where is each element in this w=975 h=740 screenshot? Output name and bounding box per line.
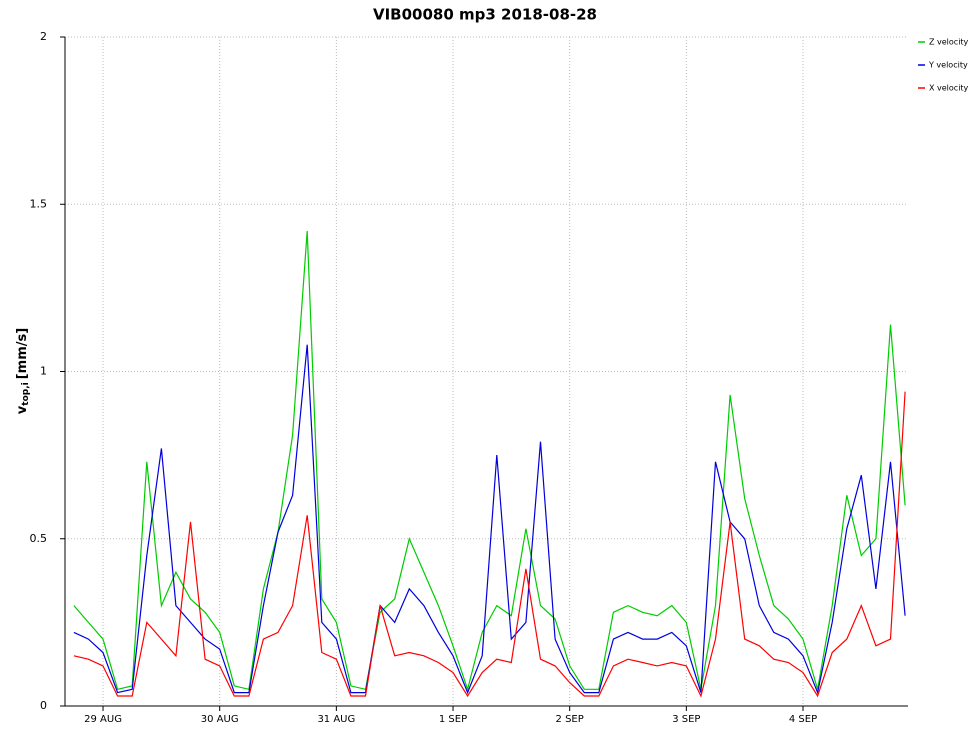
legend-label: Z velocity bbox=[929, 38, 969, 47]
y-tick-label: 2 bbox=[40, 30, 47, 43]
x-tick-label: 3 SEP bbox=[672, 714, 700, 725]
x-tick-label: 30 AUG bbox=[201, 714, 239, 725]
y-label-sub: top,i bbox=[21, 382, 31, 405]
y-tick-label: 1 bbox=[40, 365, 47, 378]
y-label-unit: [mm/s] bbox=[15, 328, 30, 379]
x-tick-label: 4 SEP bbox=[789, 714, 817, 725]
y-tick-label: 1.5 bbox=[30, 197, 48, 210]
x-tick-label: 2 SEP bbox=[556, 714, 584, 725]
y-tick-label: 0.5 bbox=[30, 532, 48, 545]
x-tick-label: 31 AUG bbox=[317, 714, 355, 725]
series-line bbox=[73, 230, 906, 692]
x-tick-label: 1 SEP bbox=[439, 714, 467, 725]
series-line bbox=[73, 344, 906, 695]
y-tick-label: 0 bbox=[40, 699, 47, 712]
y-label-main: v bbox=[15, 405, 30, 414]
series-line bbox=[73, 391, 906, 698]
y-axis-label: vtop,i [mm/s] bbox=[15, 328, 31, 414]
x-tick-label: 29 AUG bbox=[84, 714, 122, 725]
legend-label: X velocity bbox=[929, 84, 969, 93]
chart-title: VIB00080 mp3 2018-08-28 bbox=[373, 6, 597, 24]
legend-label: Y velocity bbox=[928, 61, 968, 70]
